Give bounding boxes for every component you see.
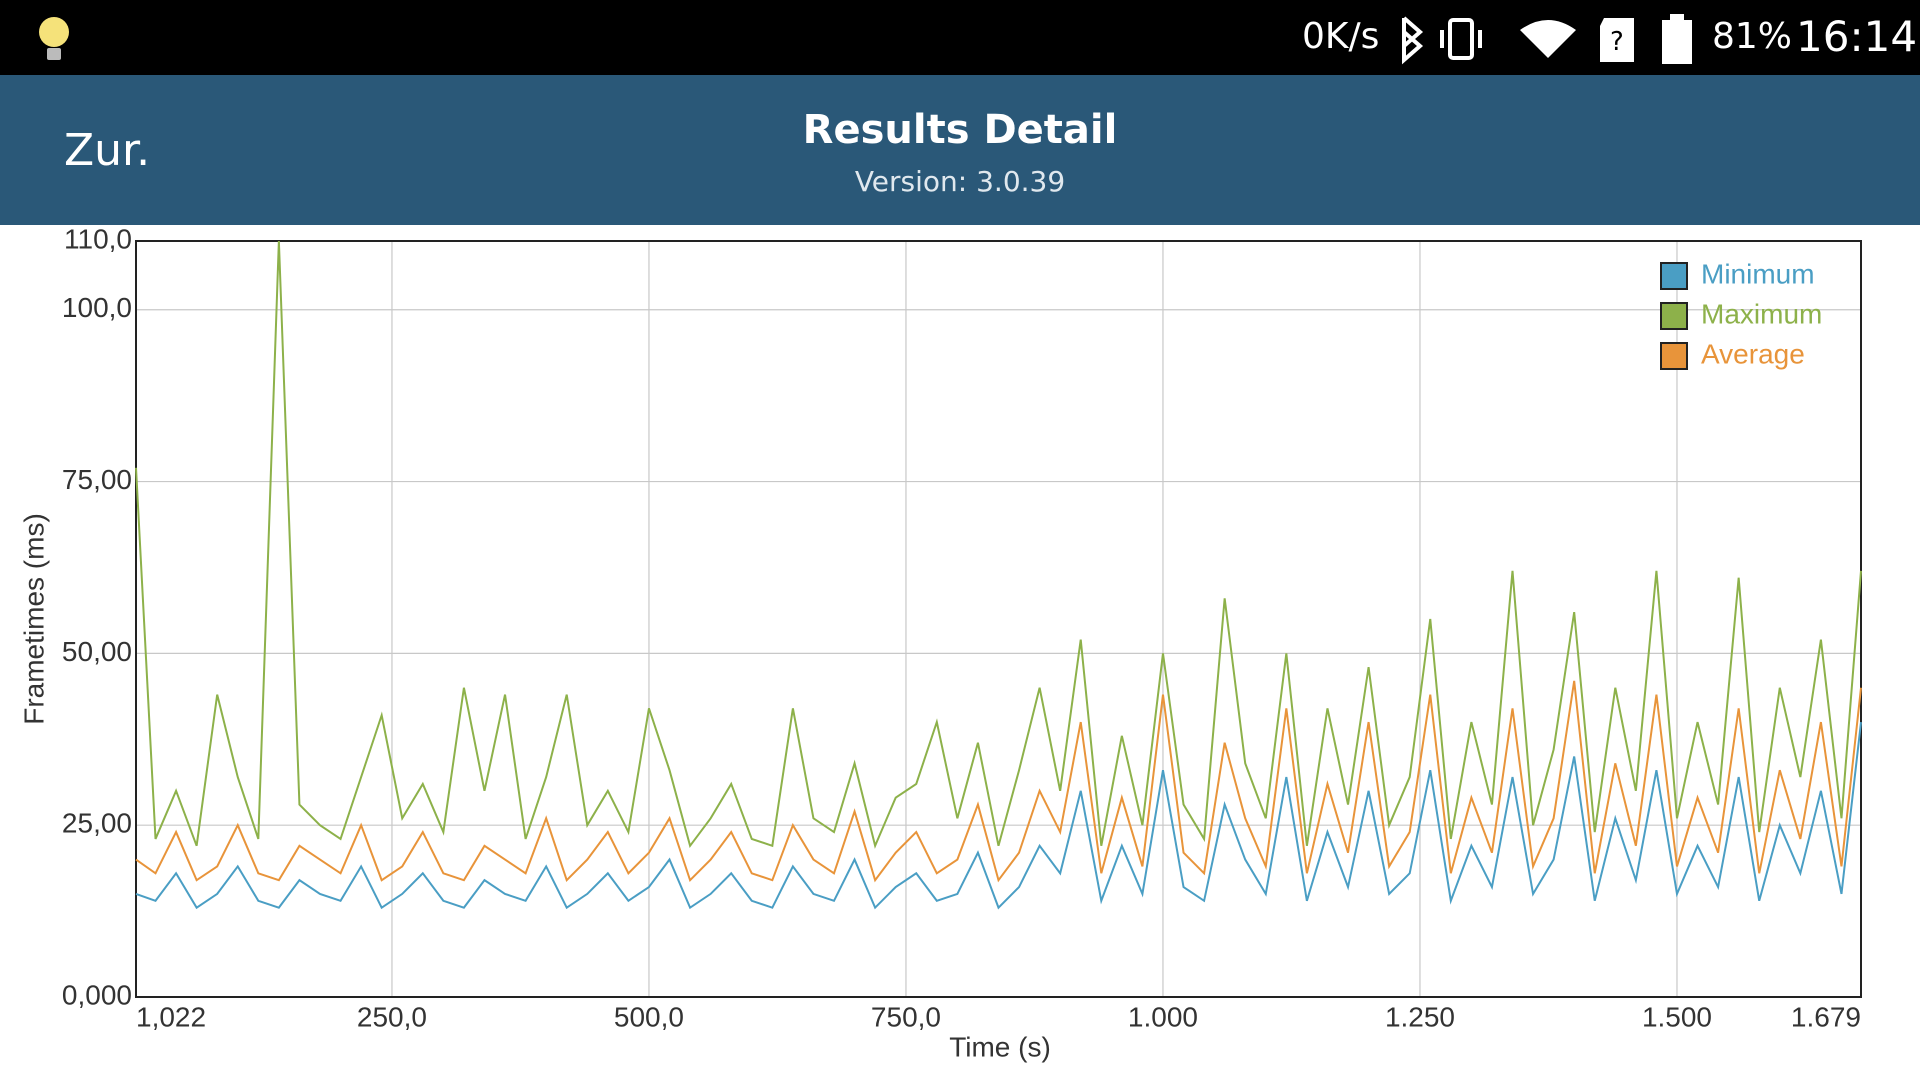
y-tick-label: 50,00 bbox=[62, 636, 132, 667]
bulb-icon bbox=[39, 17, 69, 60]
legend-label: Average bbox=[1701, 338, 1805, 369]
x-tick-label: 500,0 bbox=[614, 1001, 684, 1032]
y-tick-label: 110,0 bbox=[64, 223, 132, 254]
series-line bbox=[135, 680, 1862, 883]
legend-label: Minimum bbox=[1701, 258, 1815, 289]
y-tick-label: 100,0 bbox=[62, 292, 132, 323]
svg-text:?: ? bbox=[1610, 27, 1624, 57]
network-speed: 0K/s bbox=[1302, 16, 1380, 57]
x-tick-label: 1,022 bbox=[136, 1001, 206, 1032]
y-axis-title: Frametimes (ms) bbox=[18, 513, 49, 725]
x-tick-label: 250,0 bbox=[357, 1001, 427, 1032]
y-tick-label: 75,00 bbox=[62, 464, 132, 495]
legend-label: Maximum bbox=[1701, 298, 1822, 329]
status-icons: ? bbox=[1402, 14, 1692, 65]
legend-swatch bbox=[1660, 302, 1688, 330]
subtitle: Version: 3.0.39 bbox=[854, 165, 1066, 198]
header: Zur. Results Detail Version: 3.0.39 bbox=[0, 75, 1920, 225]
x-tick-label: 1.500 bbox=[1642, 1001, 1712, 1032]
series-line bbox=[135, 240, 1862, 849]
x-tick-label: 1.250 bbox=[1385, 1001, 1455, 1032]
x-tick-label: 1.679 bbox=[1791, 1001, 1861, 1032]
x-tick-label: 750,0 bbox=[871, 1001, 941, 1032]
title: Results Detail bbox=[802, 107, 1118, 153]
status-bar: 0K/s ? 81% 16:14 bbox=[0, 0, 1920, 75]
y-tick-label: 25,00 bbox=[62, 808, 132, 839]
back-button[interactable]: Zur. bbox=[64, 125, 151, 176]
y-tick-label: 0,000 bbox=[62, 979, 132, 1010]
clock: 16:14 bbox=[1796, 12, 1918, 61]
x-axis-title: Time (s) bbox=[949, 1031, 1051, 1062]
battery: 81% bbox=[1712, 16, 1793, 57]
series-line bbox=[135, 721, 1862, 910]
x-tick-label: 1.000 bbox=[1128, 1001, 1198, 1032]
legend-swatch bbox=[1660, 342, 1688, 370]
legend-swatch bbox=[1660, 262, 1688, 290]
plot-border bbox=[135, 240, 1862, 998]
